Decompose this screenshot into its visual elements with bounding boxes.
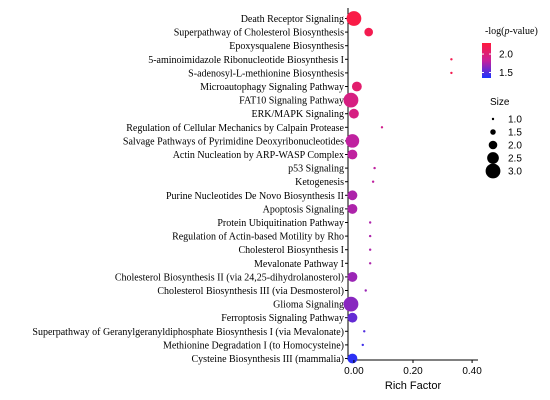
data-point <box>450 58 453 61</box>
data-point <box>348 108 359 119</box>
category-label: S-adenosyl-L-methionine Biosynthesis <box>188 68 344 79</box>
category-label: Cholesterol Biosynthesis III (via Desmos… <box>157 286 344 297</box>
size-legend-marker <box>488 140 498 150</box>
data-point <box>347 190 358 201</box>
category-label: FAT10 Signaling Pathway <box>239 96 344 107</box>
data-point <box>368 262 372 265</box>
color-legend-label: 2.0 <box>499 50 513 61</box>
size-legend: Size 1.0 1.5 2.0 2.5 3.0 <box>485 97 522 179</box>
category-label: Ferroptosis Signaling Pathway <box>221 313 344 324</box>
category-label: Salvage Pathways of Pyrimidine Deoxyribo… <box>123 136 344 147</box>
size-legend-label: 1.0 <box>508 115 522 126</box>
data-point <box>347 203 358 214</box>
data-point <box>373 166 376 170</box>
data-point <box>347 353 358 364</box>
data-point <box>368 234 372 238</box>
category-label: Superpathway of Geranylgeranyldiphosphat… <box>32 327 344 338</box>
data-point <box>361 343 364 347</box>
category-label: p53 Signaling <box>288 164 344 175</box>
data-point <box>364 289 367 292</box>
category-label: Superpathway of Cholesterol Biosynthesis <box>174 28 344 39</box>
category-label: Cholesterol Biosynthesis I <box>238 245 344 256</box>
data-point <box>371 180 375 183</box>
color-legend-title: -log(p-value) <box>485 26 538 37</box>
size-legend-marker <box>485 163 501 179</box>
size-legend-title: Size <box>490 97 510 108</box>
axes <box>345 8 478 361</box>
category-label: Death Receptor Signaling <box>241 14 344 25</box>
data-point <box>347 149 358 160</box>
category-label: Actin Nucleation by ARP-WASP Complex <box>173 150 344 161</box>
size-legend-label: 2.5 <box>508 154 522 165</box>
category-label: Protein Ubiquitination Pathway <box>217 218 344 229</box>
color-scale-bar <box>482 43 491 78</box>
category-label: Microautophagy Signaling Pathway <box>200 82 344 93</box>
x-axis-title: Rich Factor <box>385 380 442 392</box>
category-label: Glioma Signaling <box>273 300 344 311</box>
size-legend-label: 3.0 <box>508 167 522 178</box>
x-tick-label: 0.20 <box>403 366 423 377</box>
data-points <box>343 11 453 364</box>
x-tick-label: 0.00 <box>344 366 364 377</box>
size-legend-label: 2.0 <box>508 141 522 152</box>
data-point <box>368 248 372 251</box>
data-point <box>363 330 366 333</box>
category-label: 5-aminoimidazole Ribonucleotide Biosynth… <box>148 55 344 66</box>
data-point <box>347 312 358 323</box>
size-legend-marker <box>491 117 495 121</box>
data-point <box>351 81 362 92</box>
size-legend-marker <box>490 129 496 135</box>
data-point <box>345 134 360 148</box>
data-point <box>346 11 362 26</box>
category-label: Methionine Degradation I (to Homocystein… <box>163 340 344 351</box>
data-point <box>364 27 373 37</box>
category-label: Ketogenesis <box>295 177 344 188</box>
color-legend-label: 1.5 <box>499 68 513 79</box>
color-legend: -log(p-value) 2.0 1.5 <box>482 26 538 79</box>
data-point <box>450 71 453 75</box>
category-label: Mevalonate Pathway I <box>254 259 344 270</box>
data-point <box>380 126 384 129</box>
category-label: Cysteine Biosynthesis III (mammalia) <box>192 354 344 365</box>
data-point <box>347 271 358 282</box>
data-point <box>343 296 359 312</box>
category-label: Epoxysqualene Biosynthesis <box>229 41 344 52</box>
category-labels: Death Receptor Signaling Superpathway of … <box>32 14 344 365</box>
x-ticks: 0.00 0.20 0.40 <box>344 360 482 377</box>
category-label: Regulation of Actin-based Motility by Rh… <box>172 232 344 243</box>
category-label: Regulation of Cellular Mechanics by Calp… <box>126 123 344 134</box>
category-label: Cholesterol Biosynthesis II (via 24,25-d… <box>115 272 344 283</box>
size-legend-label: 1.5 <box>508 128 522 139</box>
x-tick-label: 0.40 <box>462 366 482 377</box>
category-label: Apoptosis Signaling <box>263 204 344 215</box>
category-label: ERK/MAPK Signaling <box>251 109 344 120</box>
data-point <box>343 92 359 108</box>
category-label: Purine Nucleotides De Novo Biosynthesis … <box>166 191 344 202</box>
data-point <box>368 221 372 224</box>
size-legend-marker <box>487 152 499 164</box>
